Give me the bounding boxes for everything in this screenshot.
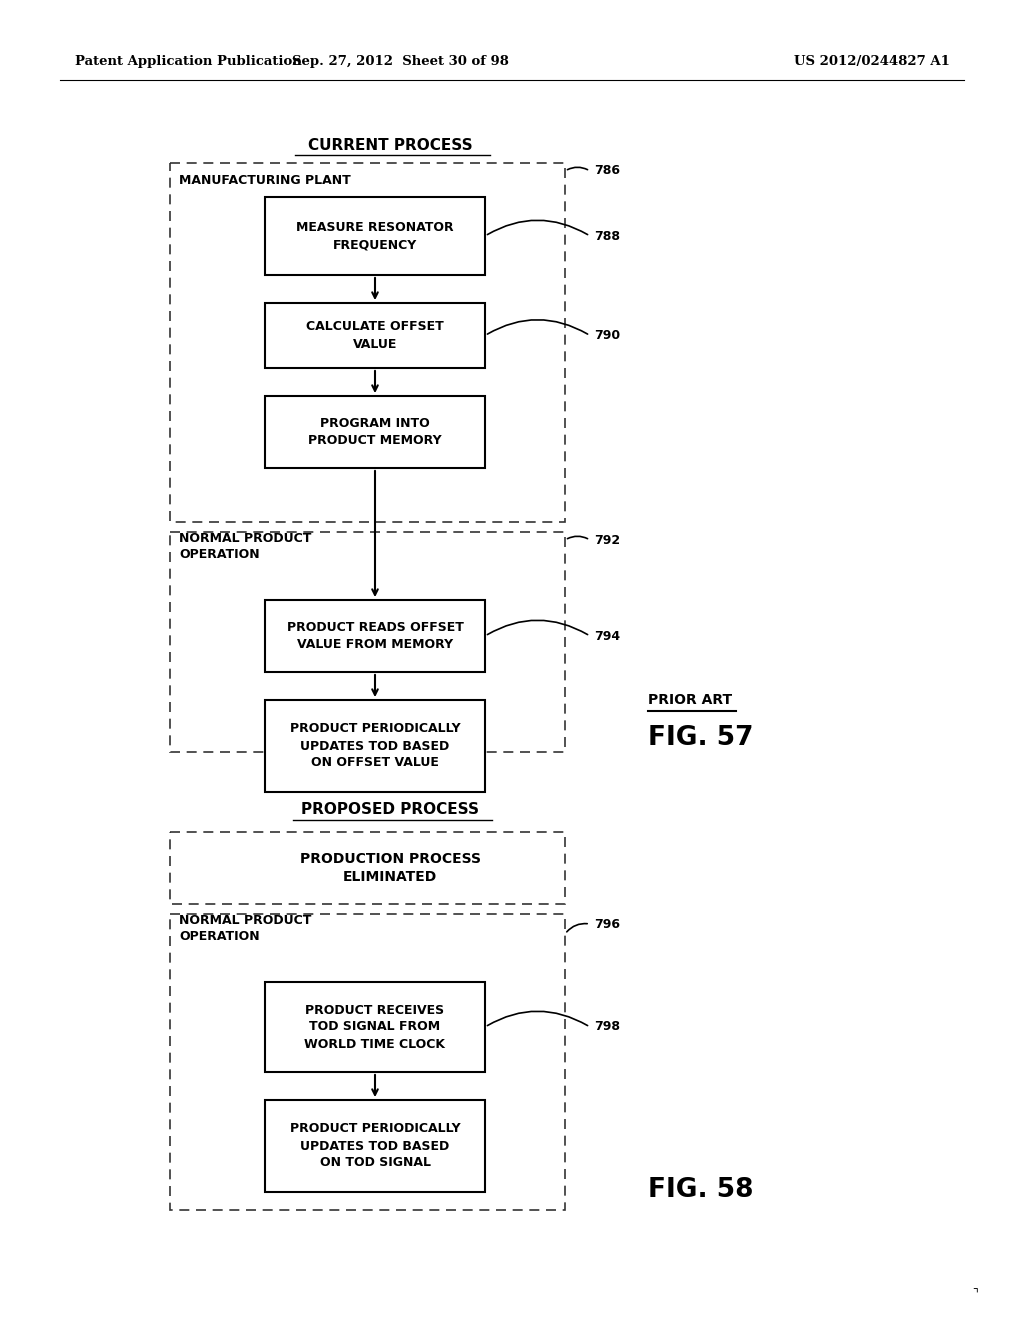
Text: PRODUCT PERIODICALLY
UPDATES TOD BASED
ON OFFSET VALUE: PRODUCT PERIODICALLY UPDATES TOD BASED O… (290, 722, 461, 770)
Bar (265, 601, 485, 672)
Bar (265, 982, 485, 1072)
Text: 786: 786 (594, 165, 620, 177)
Text: CALCULATE OFFSET
VALUE: CALCULATE OFFSET VALUE (306, 321, 443, 351)
Text: 788: 788 (594, 230, 620, 243)
Text: Sep. 27, 2012  Sheet 30 of 98: Sep. 27, 2012 Sheet 30 of 98 (292, 55, 509, 69)
Text: 796: 796 (594, 917, 620, 931)
Text: 798: 798 (594, 1020, 620, 1034)
Text: PRIOR ART: PRIOR ART (648, 693, 732, 708)
Bar (170, 162, 565, 521)
Text: PRODUCT PERIODICALLY
UPDATES TOD BASED
ON TOD SIGNAL: PRODUCT PERIODICALLY UPDATES TOD BASED O… (290, 1122, 461, 1170)
Text: PRODUCTION PROCESS
ELIMINATED: PRODUCTION PROCESS ELIMINATED (299, 851, 480, 884)
Text: CURRENT PROCESS: CURRENT PROCESS (307, 137, 472, 153)
Text: PROPOSED PROCESS: PROPOSED PROCESS (301, 803, 479, 817)
Bar (170, 832, 565, 904)
Text: Patent Application Publication: Patent Application Publication (75, 55, 302, 69)
Text: FIG. 57: FIG. 57 (648, 725, 754, 751)
Bar (265, 197, 485, 275)
Bar (265, 1100, 485, 1192)
Text: NORMAL PRODUCT
OPERATION: NORMAL PRODUCT OPERATION (179, 532, 311, 561)
Text: ⌝: ⌝ (972, 1288, 978, 1302)
Text: 794: 794 (594, 630, 621, 643)
Bar (170, 913, 565, 1210)
Text: PRODUCT READS OFFSET
VALUE FROM MEMORY: PRODUCT READS OFFSET VALUE FROM MEMORY (287, 620, 464, 651)
Bar (265, 304, 485, 368)
Bar (265, 396, 485, 469)
Text: FIG. 58: FIG. 58 (648, 1177, 754, 1203)
Text: PROGRAM INTO
PRODUCT MEMORY: PROGRAM INTO PRODUCT MEMORY (308, 417, 441, 447)
Text: MANUFACTURING PLANT: MANUFACTURING PLANT (179, 173, 351, 186)
Text: 790: 790 (594, 329, 621, 342)
Bar (170, 532, 565, 752)
Text: PRODUCT RECEIVES
TOD SIGNAL FROM
WORLD TIME CLOCK: PRODUCT RECEIVES TOD SIGNAL FROM WORLD T… (304, 1003, 445, 1051)
Text: US 2012/0244827 A1: US 2012/0244827 A1 (795, 55, 950, 69)
Bar (265, 700, 485, 792)
Text: NORMAL PRODUCT
OPERATION: NORMAL PRODUCT OPERATION (179, 913, 311, 942)
Text: MEASURE RESONATOR
FREQUENCY: MEASURE RESONATOR FREQUENCY (296, 220, 454, 251)
Text: 792: 792 (594, 533, 621, 546)
